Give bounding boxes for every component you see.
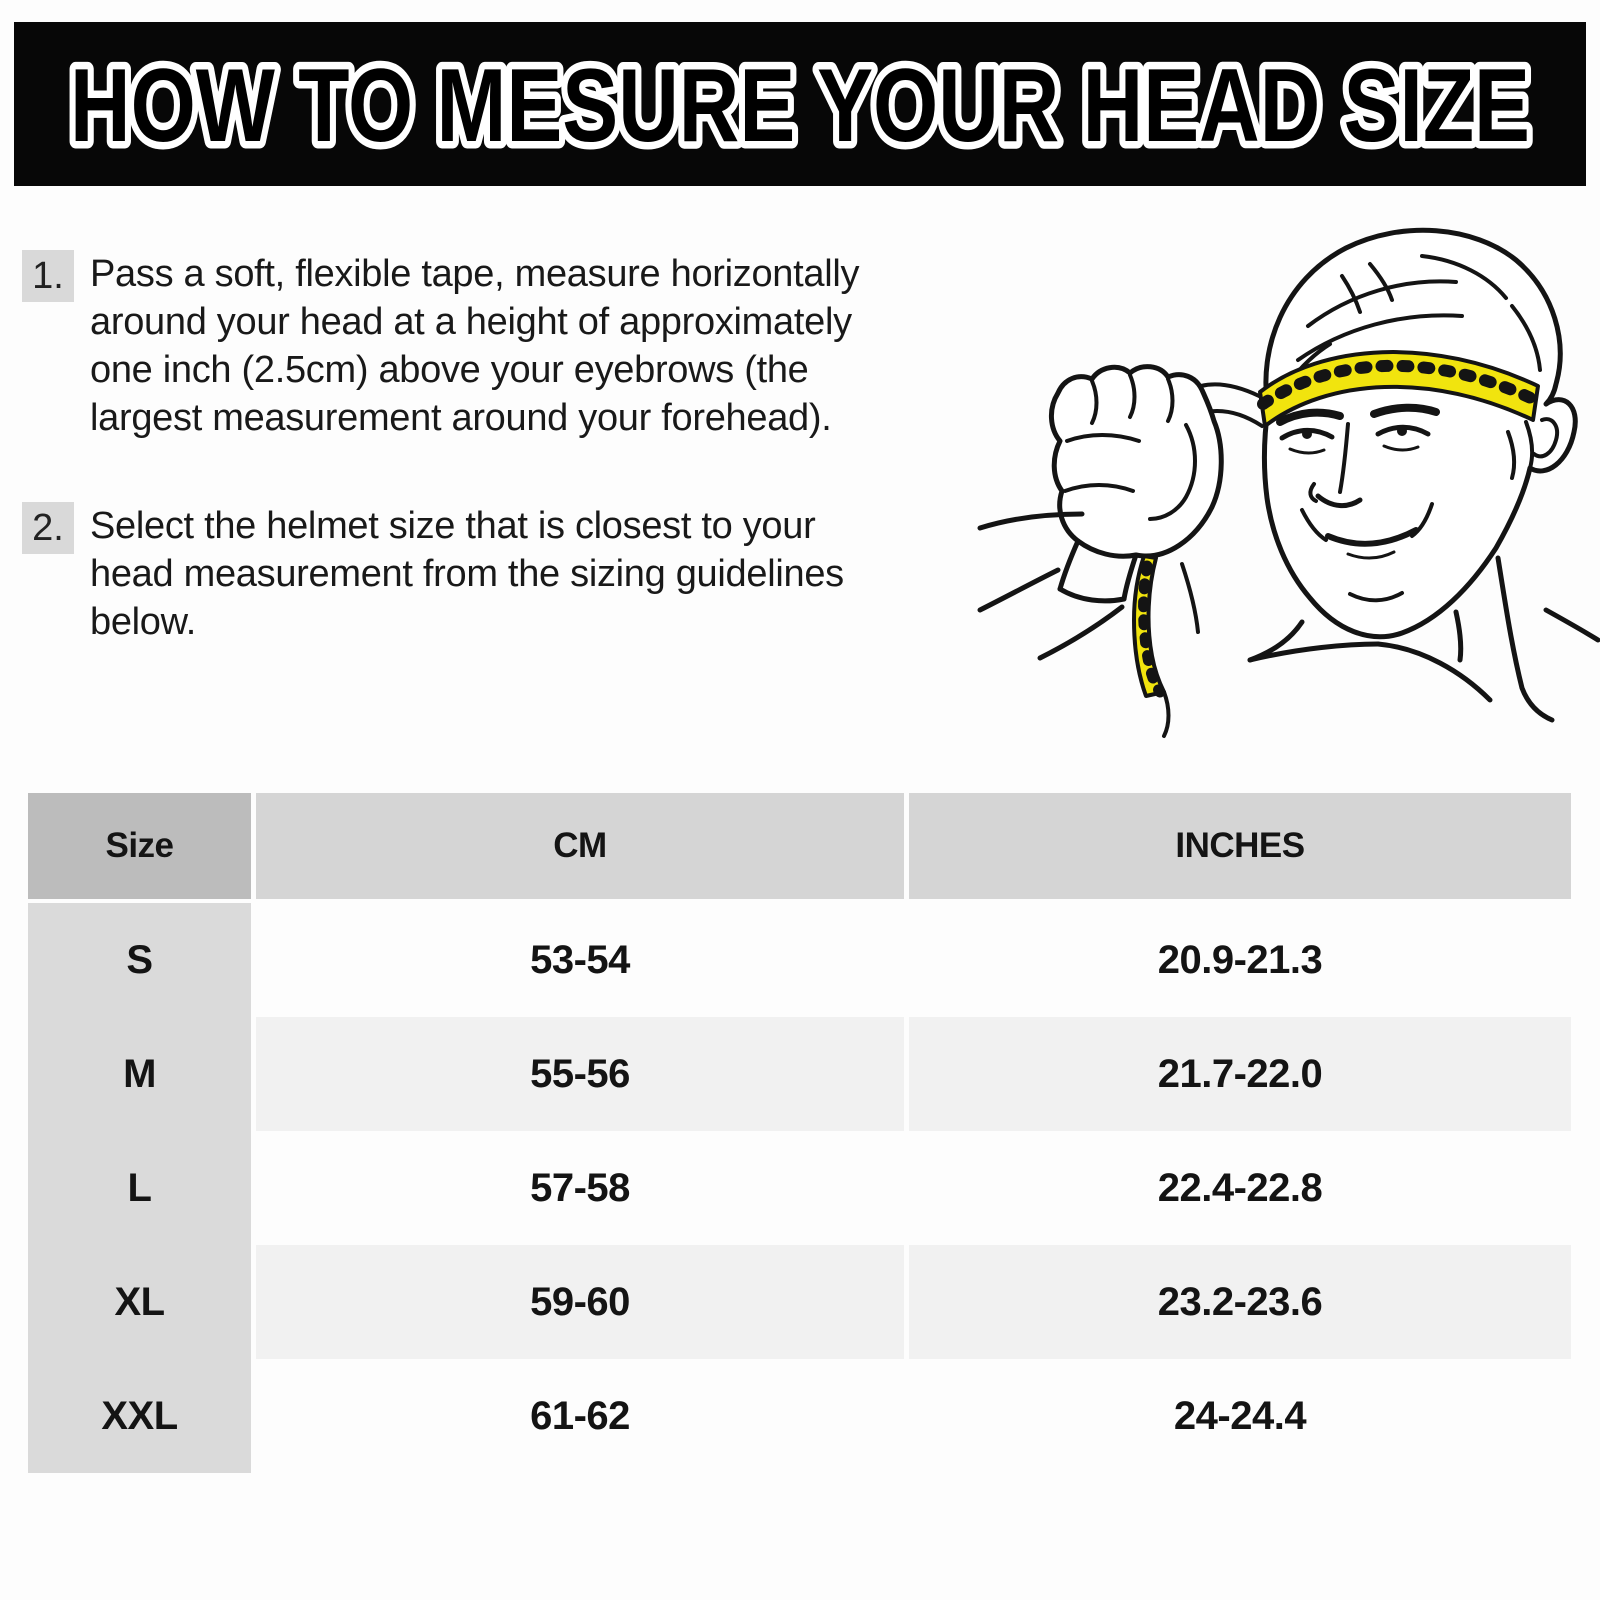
- title-banner-art: HOW TO MESURE YOUR HEAD SIZE: [63, 41, 1538, 172]
- inches-cell: 20.9-21.3: [909, 903, 1571, 1017]
- table-row-s: S 53-54 20.9-21.3: [28, 903, 1571, 1017]
- table-row-xl: XL 59-60 23.2-23.6: [28, 1245, 1571, 1359]
- table-row-m: M 55-56 21.7-22.0: [28, 1017, 1571, 1131]
- size-table-body: S 53-54 20.9-21.3 M 55-56 21.7-22.0 L 57…: [28, 903, 1571, 1473]
- instruction-step-1: 1. Pass a soft, flexible tape, measure h…: [22, 250, 980, 442]
- size-cell: M: [28, 1017, 251, 1131]
- page-title: HOW TO MESURE YOUR HEAD SIZE: [70, 48, 1530, 164]
- step-number-badge: 1.: [22, 250, 74, 302]
- instruction-step-2: 2. Select the helmet size that is closes…: [22, 502, 980, 646]
- size-table: Size CM INCHES S 53-54 20.9-21.3 M 55-56…: [28, 793, 1571, 1473]
- column-header-cm: CM: [256, 793, 904, 899]
- cm-cell: 61-62: [256, 1359, 904, 1473]
- size-cell: S: [28, 903, 251, 1017]
- cm-cell: 57-58: [256, 1131, 904, 1245]
- neck-and-shoulders: [1247, 555, 1600, 723]
- inches-cell: 24-24.4: [909, 1359, 1571, 1473]
- size-table-header: Size CM INCHES: [28, 793, 1571, 899]
- title-banner: HOW TO MESURE YOUR HEAD SIZE: [14, 22, 1586, 186]
- step-text: Select the helmet size that is closest t…: [90, 505, 844, 643]
- hair-strokes: [1286, 254, 1542, 480]
- ear-icon: [1532, 417, 1559, 459]
- inches-cell: 23.2-23.6: [909, 1245, 1571, 1359]
- arm-and-cuff: [977, 511, 1139, 661]
- cm-cell: 55-56: [256, 1017, 904, 1131]
- size-cell: XXL: [28, 1359, 251, 1473]
- finger-lines: [1063, 373, 1197, 521]
- step-text: Pass a soft, flexible tape, measure hori…: [90, 253, 860, 439]
- head-measurement-illustration: [950, 180, 1600, 800]
- cm-cell: 59-60: [256, 1245, 904, 1359]
- head-outline: [1261, 227, 1578, 640]
- size-cell: XL: [28, 1245, 251, 1359]
- size-cell: L: [28, 1131, 251, 1245]
- man-measuring-head-drawing: [977, 227, 1600, 738]
- measuring-tape-band: [1257, 350, 1541, 428]
- face-features: [1276, 403, 1440, 603]
- hanging-tape-end: [1132, 554, 1200, 738]
- inches-cell: 22.4-22.8: [909, 1131, 1571, 1245]
- table-row-l: L 57-58 22.4-22.8: [28, 1131, 1571, 1245]
- step-number-badge: 2.: [22, 502, 74, 554]
- column-header-inches: INCHES: [909, 793, 1571, 899]
- cm-cell: 53-54: [256, 903, 904, 1017]
- table-row-xxl: XXL 61-62 24-24.4: [28, 1359, 1571, 1473]
- inches-cell: 21.7-22.0: [909, 1017, 1571, 1131]
- column-header-size: Size: [28, 793, 251, 899]
